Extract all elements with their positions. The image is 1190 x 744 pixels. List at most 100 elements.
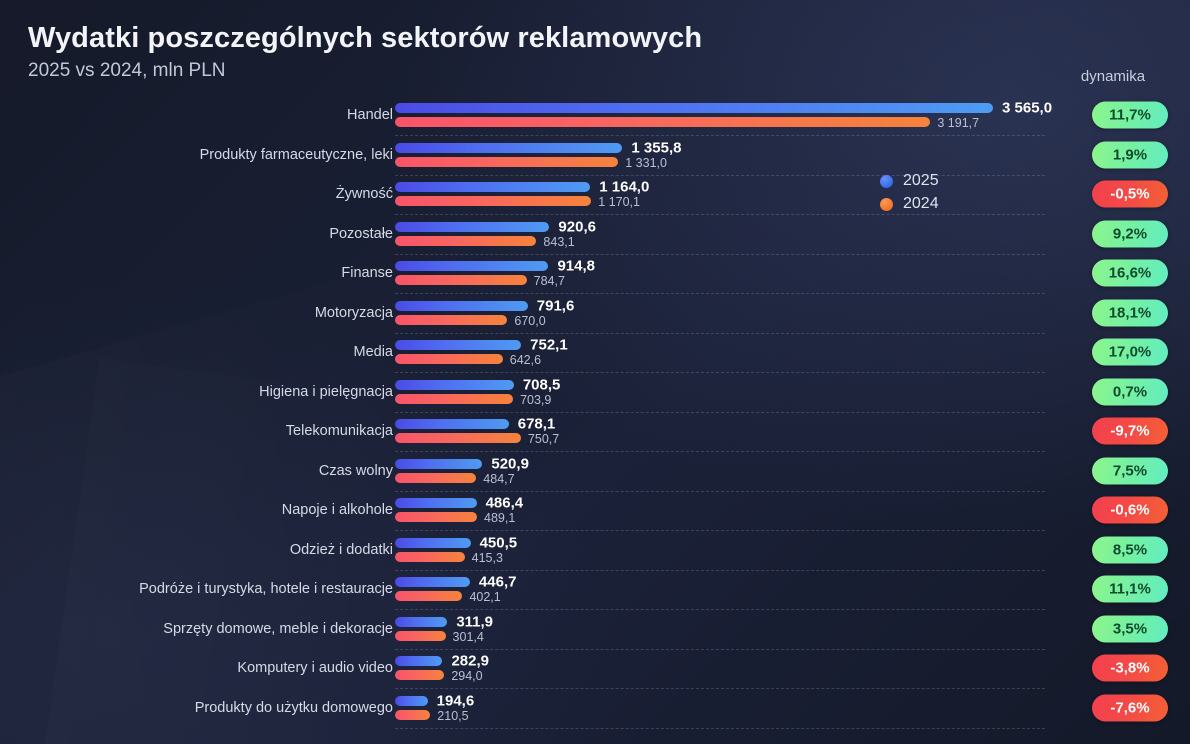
dynamics-badge: -3,8% [1092, 654, 1168, 682]
bar-2025 [395, 695, 428, 706]
bar-2025 [395, 379, 514, 390]
value-label-2024: 210,5 [437, 708, 469, 723]
chart-subtitle: 2025 vs 2024, mln PLN [28, 60, 226, 81]
bar-2025 [395, 419, 509, 429]
category-label: Komputery i audio video [237, 660, 393, 676]
bar-2024 [395, 275, 527, 285]
value-label-2025: 752,1 [530, 336, 568, 354]
dynamics-badge: -0,6% [1092, 496, 1168, 524]
value-label-2024: 843,1 [543, 234, 575, 249]
value-label-2024: 402,1 [469, 590, 501, 604]
value-label-2024: 484,7 [483, 471, 515, 486]
category-label: Produkty do użytku domowego [194, 699, 393, 716]
value-label-2025: 282,9 [451, 652, 489, 670]
legend-item-2024: 2024 [880, 195, 939, 213]
value-label-2025: 486,4 [485, 494, 524, 512]
value-label-2024: 784,7 [533, 274, 565, 288]
value-label-2025: 520,9 [491, 455, 529, 472]
category-label: Podróże i turystyka, hotele i restauracj… [139, 581, 393, 597]
bar-2025 [395, 261, 549, 271]
legend-label-2024: 2024 [903, 195, 939, 212]
gridline [395, 411, 1045, 413]
dynamics-badge: -0,5% [1092, 180, 1168, 208]
bar-2024 [395, 472, 477, 483]
bar-2024 [395, 551, 465, 562]
gridline [395, 451, 1045, 452]
category-label: Motoryzacja [314, 304, 393, 321]
chart-title: Wydatki poszczególnych sektorów reklamow… [28, 22, 703, 54]
gridline [395, 727, 1045, 729]
legend-swatch-2024-icon [880, 197, 893, 211]
gridline [395, 648, 1045, 650]
dynamics-badge: 0,7% [1092, 378, 1168, 405]
dynamics-badge: 1,9% [1092, 141, 1168, 168]
bar-2025 [395, 340, 522, 350]
category-label: Pozostałe [329, 225, 393, 242]
gridline [395, 569, 1045, 571]
value-label-2024: 301,4 [452, 629, 484, 644]
value-label-2024: 703,9 [520, 392, 552, 407]
legend-label-2025: 2025 [903, 172, 939, 189]
dynamics-badge: 3,5% [1092, 615, 1168, 642]
dynamics-badge: 18,1% [1092, 299, 1168, 326]
legend-item-2025: 2025 [880, 172, 939, 190]
dynamics-badge: 11,1% [1092, 575, 1168, 603]
gridline [395, 530, 1045, 531]
bar-2024 [395, 314, 508, 325]
bar-2025 [395, 103, 993, 113]
bar-2024 [395, 156, 619, 167]
gridline [395, 688, 1045, 689]
category-label: Finanse [341, 265, 393, 281]
gridline [395, 214, 1045, 215]
value-label-2024: 642,6 [509, 353, 542, 367]
value-label-2025: 446,7 [478, 573, 517, 591]
bar-2025 [395, 616, 448, 627]
bar-2025 [395, 458, 483, 469]
dynamics-badge: 7,5% [1092, 457, 1168, 484]
value-label-2025: 3 565,0 [1002, 99, 1053, 117]
category-label: Czas wolny [318, 462, 393, 479]
value-label-2025: 1 164,0 [599, 178, 650, 196]
category-label: Handel [347, 107, 393, 123]
legend-swatch-2025-icon [880, 174, 893, 188]
value-label-2024: 1 331,0 [625, 155, 667, 170]
value-label-2024: 750,7 [527, 432, 560, 446]
bar-2025 [395, 182, 591, 192]
dynamics-badge: 11,7% [1092, 101, 1168, 129]
value-label-2024: 415,3 [471, 550, 503, 565]
bar-2024 [395, 670, 445, 680]
category-label: Produkty farmaceutyczne, leki [199, 146, 393, 163]
category-label: Higiena i pielęgnacja [259, 383, 393, 400]
bar-2025 [395, 577, 470, 587]
bar-2025 [395, 142, 623, 153]
category-label: Napoje i alkohole [281, 502, 393, 518]
value-label-2024: 3 191,7 [937, 116, 980, 130]
dynamics-badge: -9,7% [1092, 417, 1168, 445]
bar-2024 [395, 433, 521, 443]
category-label: Odzież i dodatki [289, 541, 393, 558]
value-label-2025: 311,9 [456, 613, 494, 630]
gridline [395, 293, 1045, 294]
value-label-2025: 678,1 [517, 415, 556, 433]
value-label-2024: 489,1 [484, 511, 516, 525]
dynamics-badge: 8,5% [1092, 536, 1168, 563]
bar-2024 [395, 512, 478, 522]
category-label: Telekomunikacja [285, 423, 393, 439]
category-label: Sprzęty domowe, meble i dekoracje [163, 620, 393, 637]
bar-2025 [395, 498, 477, 508]
category-label: Żywność [335, 186, 393, 202]
value-label-2025: 914,8 [557, 257, 595, 275]
value-label-2025: 450,5 [479, 534, 518, 551]
category-label: Media [353, 344, 394, 360]
gridline [395, 174, 1045, 176]
value-label-2024: 670,0 [514, 313, 546, 328]
value-label-2025: 1 355,8 [631, 139, 682, 156]
bar-2024 [395, 591, 463, 601]
value-label-2024: 294,0 [451, 669, 483, 683]
bar-2025 [395, 537, 471, 548]
gridline [395, 372, 1045, 373]
value-label-2024: 1 170,1 [598, 195, 640, 209]
dynamics-badge: 17,0% [1092, 338, 1168, 366]
